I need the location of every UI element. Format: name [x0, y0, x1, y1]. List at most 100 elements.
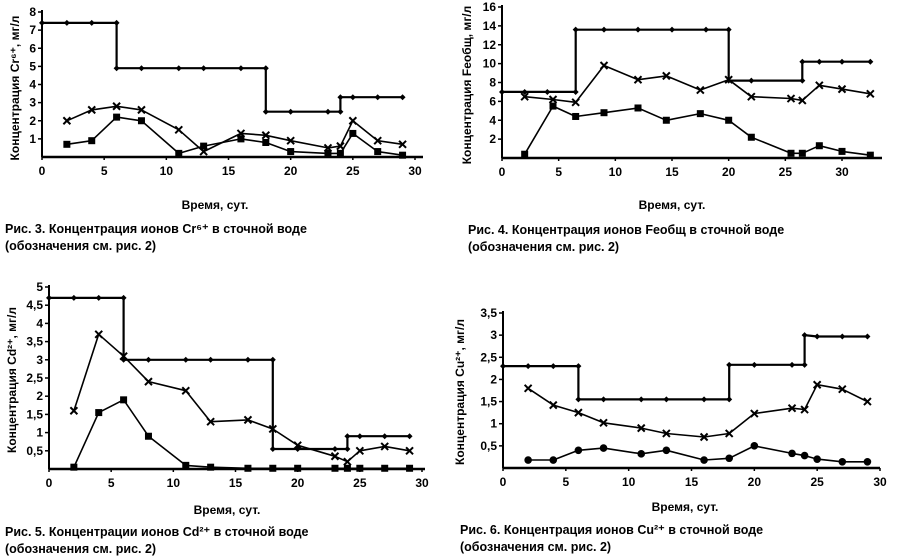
- chart-cr-x-tick-label: 30: [408, 164, 422, 178]
- chart-cr-series-step-point: [39, 19, 45, 26]
- chart-cd-series-step-point: [95, 294, 102, 301]
- chart-cu-y-tick-label: 1,5: [480, 395, 497, 409]
- chart-cr-series-square-point: [237, 135, 245, 143]
- chart-cr-series-step-line: [42, 21, 403, 113]
- chart-fe-series-cross-point: [696, 85, 705, 95]
- chart-cu-y-tick-label: 3: [490, 328, 497, 342]
- chart-cd-series-square-point: [331, 464, 339, 472]
- chart-cr-y-tick-label: 3: [29, 96, 36, 110]
- chart-cd-y-tick-label: 1: [36, 426, 43, 440]
- chart-cd-series-step-point: [381, 433, 388, 440]
- chart-cd-x-tick-label: 30: [415, 476, 429, 490]
- chart-fe-series-square-point: [572, 112, 580, 120]
- chart-cd-series-cross-point: [330, 452, 340, 461]
- chart-cr-series-square-point: [88, 137, 96, 145]
- chart-fe-series-square-point: [696, 110, 704, 118]
- chart-cu-series-step-point: [789, 361, 796, 368]
- chart-fe-series-square-point: [838, 147, 846, 155]
- chart-fe-series-square-point: [866, 151, 874, 159]
- chart-cd-x-tick-label: 20: [291, 476, 305, 490]
- chart-fe-series-step-point: [601, 26, 607, 33]
- chart-fe-series-cross-point: [747, 92, 756, 101]
- chart-cd-x-tick-label: 10: [167, 476, 181, 490]
- chart-cr-series-step-point: [399, 94, 406, 101]
- chart-cr-series-square-point: [262, 139, 270, 146]
- chart-cd-series-cross-point: [69, 406, 79, 415]
- chart-cr-series-square-point: [349, 129, 357, 137]
- chart-cd-series-square-point: [207, 463, 215, 471]
- chart-cu-series-cross-point: [750, 409, 759, 418]
- chart-cd-series-step-point: [344, 445, 351, 452]
- chart-fe-series-cross-point: [815, 81, 824, 90]
- chart-fe-series-square-point: [747, 133, 755, 141]
- chart-fe-series-square-point: [798, 149, 806, 157]
- chart-cu-series-cross-point: [812, 380, 822, 389]
- chart-cd-series-step-point: [356, 433, 363, 440]
- chart-cu-series-circle-point: [700, 456, 708, 464]
- chart-cu-series-circle-point: [662, 446, 671, 455]
- chart-cr-series-step-point: [349, 94, 356, 101]
- chart-fe-series-step-point: [703, 26, 709, 33]
- chart-cu-subtitle: (обозначения см. рис. 2): [460, 540, 612, 554]
- chart-cd-subtitle: (обозначения см. рис. 2): [5, 542, 157, 556]
- chart-cu-series-step-point: [575, 396, 582, 403]
- chart-fe-series-step-point: [572, 26, 579, 33]
- chart-fe-series-square-point: [815, 142, 823, 150]
- chart-fe-caption: Рис. 4. Концентрация ионов Feобщ в сточн…: [468, 222, 784, 256]
- chart-cr-series-cross-point: [261, 131, 271, 140]
- chart-cu-series-step-point: [751, 361, 758, 368]
- chart-cd-series-step-point: [182, 356, 189, 363]
- chart-cu-series-cross-line: [527, 383, 868, 438]
- chart-fe-y-tick-label: 8: [489, 76, 496, 90]
- chart-fe-series-step-point: [725, 26, 732, 33]
- chart-fe-y-tick-label: 14: [483, 19, 497, 33]
- chart-cd-series-step-point: [269, 445, 276, 452]
- chart-fe-series-step-point: [748, 77, 755, 84]
- chart-cd-y-tick-label: 4,5: [26, 298, 43, 312]
- chart-fe-series-step-point: [499, 88, 505, 95]
- chart-cd-series-square-point: [343, 464, 351, 472]
- chart-cu-series-circle-point: [524, 456, 532, 464]
- chart-fe-x-tick-label: 25: [779, 165, 793, 179]
- chart-fe-series-step-line: [502, 28, 871, 94]
- chart-cr-y-tick-label: 1: [29, 132, 36, 146]
- chart-cd-x-tick-label: 15: [229, 476, 243, 490]
- chart-cr-title: Рис. 3. Концентрация ионов Cr⁶⁺ в сточно…: [5, 222, 307, 236]
- chart-cd-series-cross-point: [206, 417, 215, 426]
- chart-fe-series-cross-point: [866, 89, 875, 99]
- chart-cu-y-tick-label: 1: [490, 417, 497, 431]
- chart-cr-series-cross-point: [286, 136, 295, 145]
- chart-fe-xlabel: Время, сут.: [638, 198, 706, 212]
- chart-cu-series-step-point: [839, 333, 846, 340]
- chart-cd-series-step-point: [70, 294, 77, 301]
- chart-fe-y-tick-label: 6: [489, 94, 496, 108]
- chart-cu-series-step-point: [575, 363, 582, 370]
- chart-cr-subtitle: (обозначения см. рис. 2): [5, 239, 157, 253]
- chart-cu-y-tick-label: 3,5: [480, 306, 497, 320]
- chart-cd-x-tick-label: 5: [108, 476, 115, 490]
- chart-cr-y-tick-label: 7: [29, 23, 36, 37]
- chart-fe-series-cross-point: [548, 95, 558, 104]
- chart-cd-series-cross-point: [94, 330, 103, 339]
- chart-cd-series-square-point: [182, 461, 190, 469]
- chart-cr-x-tick-label: 25: [346, 164, 360, 178]
- chart-cu-xlabel: Время, сут.: [651, 500, 719, 514]
- chart-cr-series-step-point: [337, 94, 344, 101]
- chart-cd-series-step-point: [406, 433, 413, 440]
- chart-cu-series-cross-point: [549, 400, 558, 410]
- chart-cr-caption: Рис. 3. Концентрация ионов Cr⁶⁺ в сточно…: [5, 221, 307, 255]
- chart-cr-series-cross-point: [174, 125, 183, 135]
- chart-cd-series-square-point: [406, 464, 414, 472]
- chart-cd-series-square-point: [70, 463, 78, 471]
- chart-cd-series-square-point: [356, 464, 364, 472]
- chart-cd-caption: Рис. 5. Концентрации ионов Cd²⁺ в сточно…: [5, 524, 308, 558]
- chart-cu-series-step-point: [500, 363, 506, 370]
- chart-fe-y-tick-label: 16: [483, 0, 497, 14]
- chart-cr-y-tick-label: 6: [29, 41, 36, 55]
- chart-cu-series-cross-point: [599, 418, 608, 428]
- chart-cu-series-step-point: [600, 396, 607, 403]
- chart-cu-series-circle-point: [750, 442, 759, 450]
- chart-cd-series-step-point: [120, 294, 127, 301]
- chart-cu-series-cross-point: [724, 429, 734, 438]
